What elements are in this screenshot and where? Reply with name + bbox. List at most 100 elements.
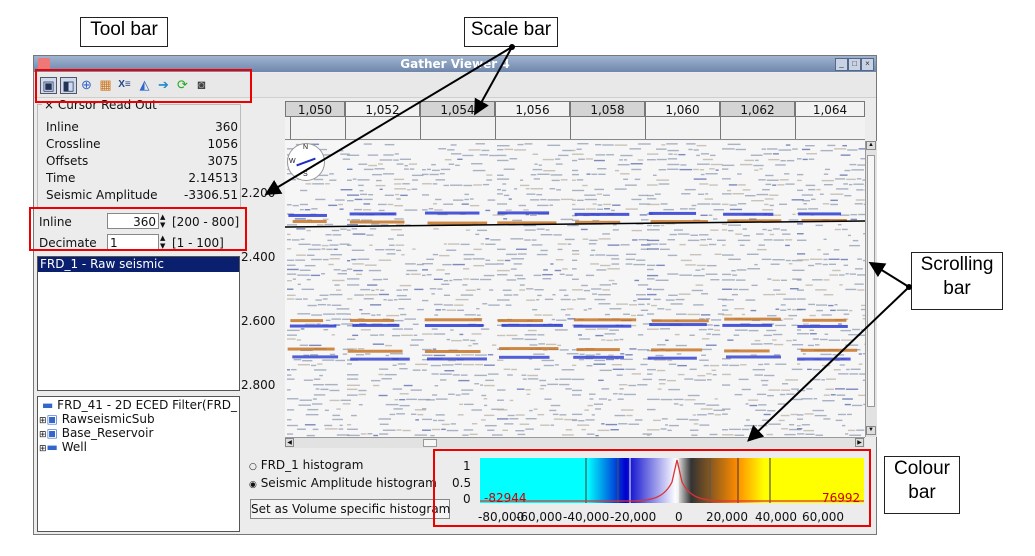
xs-icon[interactable]: X≡ — [118, 79, 131, 90]
scroll-right-icon[interactable]: ▶ — [855, 438, 864, 447]
inline-spin-arrows-icon[interactable]: ▲ ▼ — [160, 213, 166, 229]
seismic-wiggle — [509, 399, 514, 402]
seismic-wiggle — [608, 399, 612, 401]
decimate-spin-arrows-icon[interactable]: ▲ ▼ — [160, 234, 166, 250]
seismic-wiggle — [578, 158, 585, 160]
seismic-wiggle — [376, 314, 381, 316]
seismic-wiggle — [602, 233, 611, 235]
seismic-wiggle — [485, 259, 491, 262]
tree-item[interactable]: ⊞▬ Well — [39, 440, 87, 454]
seismic-wiggle — [296, 228, 306, 230]
pick-icon[interactable]: ◭ — [139, 77, 150, 92]
horizontal-scroll-thumb[interactable] — [423, 439, 437, 447]
seismic-wiggle — [520, 184, 530, 187]
view2-icon[interactable]: ◧ — [60, 77, 77, 94]
seismic-wiggle — [416, 308, 424, 311]
seismic-wiggle — [417, 413, 424, 416]
seismic-wiggle — [336, 313, 348, 315]
seismic-wiggle — [287, 424, 298, 427]
seismic-wiggle — [586, 173, 591, 175]
maximize-icon[interactable]: □ — [848, 58, 861, 71]
tree-item[interactable]: ▬ FRD_41 - 2D ECED Filter(FRD_ — [42, 398, 237, 412]
seismic-wiggle — [638, 203, 651, 205]
scroll-up-icon[interactable]: ▲ — [866, 141, 876, 150]
vertical-scrollbar[interactable]: ▲ ▼ — [865, 141, 877, 437]
seismic-wiggle — [680, 164, 687, 166]
seismic-wiggle — [858, 353, 862, 355]
seismic-wiggle — [849, 434, 862, 436]
seismic-wiggle — [710, 279, 720, 281]
inline-spinbox[interactable]: 360 — [107, 213, 159, 229]
seismic-wiggle — [647, 159, 656, 161]
seismic-wiggle — [393, 299, 398, 301]
radio-seismic-histogram[interactable]: ◉ Seismic Amplitude histogram — [249, 476, 437, 490]
seismic-wiggle — [393, 178, 405, 181]
seismic-gather-display[interactable]: N W S — [285, 141, 865, 437]
seismic-wiggle — [856, 178, 862, 180]
scroll-left-icon[interactable]: ◀ — [285, 438, 294, 447]
seismic-wiggle — [396, 223, 405, 226]
reflector-band — [499, 347, 559, 351]
seismic-wiggle — [526, 299, 536, 301]
view-icon[interactable]: ▣ — [40, 77, 57, 94]
window-titlebar[interactable]: Gather Viewer 4 — [34, 56, 876, 72]
colour-bar-widget[interactable]: 1 0.5 0 -82944 76992 -80,000 -60,000 -40… — [438, 453, 870, 531]
seismic-wiggle — [526, 393, 531, 396]
seismic-wiggle — [744, 159, 755, 162]
seismic-wiggle — [607, 268, 620, 270]
seismic-wiggle — [768, 158, 780, 161]
seismic-wiggle — [701, 338, 710, 340]
seismic-wiggle — [287, 259, 295, 261]
seismic-wiggle — [324, 223, 334, 226]
refresh-icon[interactable]: ⟳ — [177, 77, 188, 92]
minimize-icon[interactable]: _ — [835, 58, 848, 71]
seismic-wiggle — [693, 149, 699, 151]
set-volume-histogram-button[interactable]: Set as Volume specific histogram — [250, 499, 450, 519]
seismic-wiggle — [781, 383, 789, 385]
inline-controls: Inline 360 ▲ ▼ [200 - 800] Decimate 1 ▲ ▼ … — [37, 213, 247, 253]
seismic-wiggle — [741, 313, 746, 316]
seismic-wiggle — [779, 179, 789, 181]
layers-icon[interactable]: ▦ — [99, 77, 112, 92]
seismic-wiggle — [845, 433, 849, 435]
seismic-wiggle — [689, 429, 699, 431]
seismic-wiggle — [545, 229, 550, 231]
arrow-right-icon[interactable]: ➔ — [158, 77, 169, 92]
vertical-scroll-thumb[interactable] — [867, 155, 875, 407]
tree-item[interactable]: ⊞▣ RawseismicSub — [39, 412, 155, 426]
seismic-wiggle — [497, 263, 504, 265]
tool-bar-callout-text: Tool bar — [90, 19, 158, 40]
seismic-wiggle — [642, 323, 652, 325]
tree-item[interactable]: ⊞▣ Base_Reservoir — [39, 426, 153, 440]
reflector-band — [349, 220, 405, 224]
seismic-wiggle — [453, 199, 464, 201]
seismic-wiggle — [392, 328, 403, 330]
seismic-wiggle — [666, 143, 678, 145]
horizontal-scrollbar[interactable]: ◀ ▶ — [285, 437, 865, 448]
seismic-wiggle — [309, 344, 322, 347]
readout-label: Offsets — [46, 154, 89, 168]
scroll-down-icon[interactable]: ▼ — [866, 426, 876, 435]
seismic-wiggle — [640, 248, 649, 250]
seismic-wiggle — [476, 288, 481, 291]
seismic-wiggle — [743, 234, 750, 237]
crosshair-icon[interactable]: ⊕ — [81, 77, 92, 92]
seismic-wiggle — [623, 159, 628, 161]
histogram-xtick: 40,000 — [755, 510, 797, 524]
radio-frd1-histogram[interactable]: ○ FRD_1 histogram — [249, 458, 363, 472]
camera-icon[interactable]: ◙ — [197, 77, 206, 92]
seismic-wiggle — [361, 219, 373, 221]
seismic-wiggle — [465, 289, 476, 291]
seismic-wiggle — [750, 309, 757, 312]
seismic-wiggle — [447, 243, 460, 245]
seismic-wiggle — [457, 309, 465, 312]
close-icon[interactable]: × — [861, 58, 874, 71]
seismic-wiggle — [474, 354, 487, 356]
seismic-wiggle — [647, 274, 659, 277]
seismic-wiggle — [411, 339, 424, 341]
list-item[interactable]: FRD_1 - Raw seismic — [38, 257, 239, 272]
seismic-wiggle — [540, 249, 548, 252]
seismic-wiggle — [307, 408, 319, 411]
seismic-wiggle — [676, 418, 689, 421]
seismic-wiggle — [791, 368, 803, 371]
